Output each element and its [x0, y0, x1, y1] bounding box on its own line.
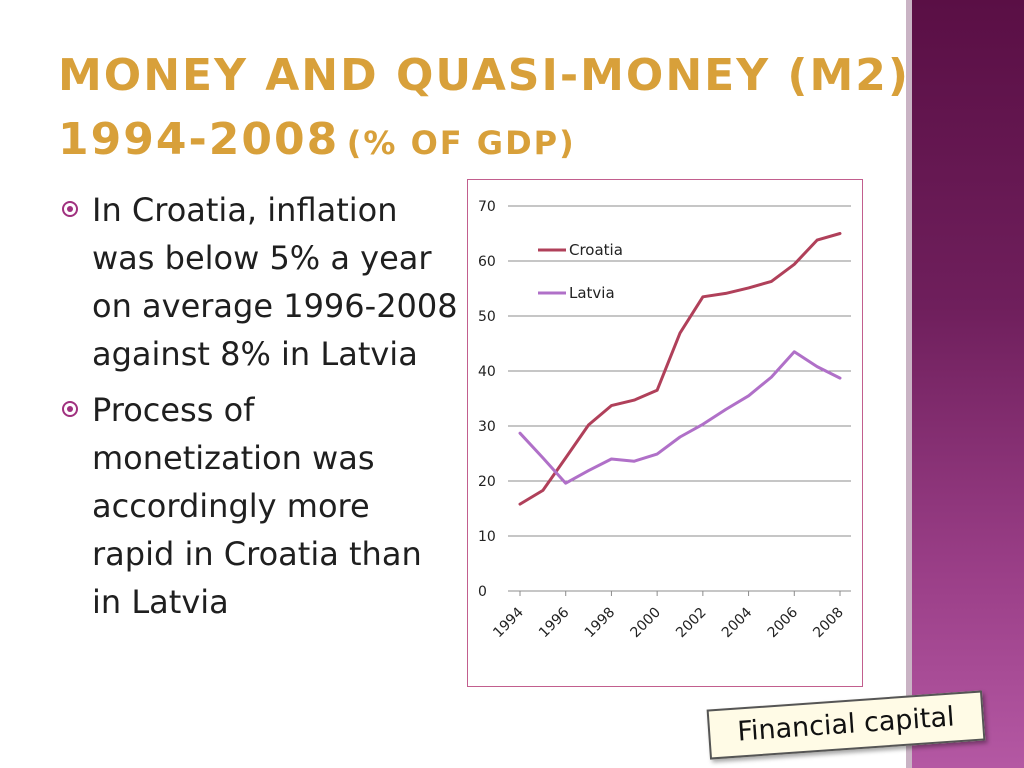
data-point-croatia: [793, 263, 796, 266]
slide-title: Money and quasi-money (M2) 1994-2008 (% …: [58, 44, 910, 181]
data-point-latvia: [655, 452, 659, 456]
data-point-croatia: [564, 456, 567, 460]
data-point-latvia: [518, 431, 522, 435]
x-tick-label: 1994: [490, 604, 527, 641]
y-tick-label: 20: [478, 474, 496, 490]
data-point-croatia: [655, 389, 659, 392]
data-point-latvia: [793, 350, 796, 353]
data-point-latvia: [564, 482, 567, 485]
circle-bullet-icon: [62, 401, 78, 417]
y-tick-label: 0: [478, 584, 487, 600]
side-decoration-bar: [912, 0, 1024, 768]
data-point-croatia: [633, 398, 636, 402]
data-point-croatia: [770, 280, 773, 283]
data-point-latvia: [838, 376, 842, 380]
data-point-croatia: [678, 331, 682, 335]
data-point-latvia: [815, 365, 819, 368]
y-tick-label: 50: [478, 309, 496, 325]
x-tick-label: 2000: [627, 605, 664, 642]
y-tick-label: 10: [478, 529, 496, 545]
bullet-item: Process of monetization was accordingly …: [60, 386, 460, 626]
title-unit: (% of GDP): [346, 124, 576, 162]
side-bar-edge: [906, 0, 912, 768]
data-point-latvia: [587, 469, 590, 472]
series-line-latvia: [518, 350, 842, 485]
x-tick-label: 2004: [719, 604, 756, 641]
x-tick-label: 2006: [765, 604, 802, 641]
data-point-croatia: [838, 232, 842, 235]
data-point-latvia: [701, 423, 705, 426]
series-line-croatia: [518, 232, 842, 506]
x-tick-label: 1998: [582, 605, 619, 642]
data-point-latvia: [678, 435, 682, 439]
data-point-croatia: [518, 502, 522, 506]
data-point-latvia: [770, 375, 773, 379]
data-point-croatia: [587, 423, 590, 427]
data-point-croatia: [610, 404, 613, 407]
data-point-latvia: [724, 408, 727, 411]
title-line-1: Money and quasi-money (M2): [58, 50, 910, 101]
data-point-croatia: [701, 295, 705, 298]
y-tick-label: 30: [478, 419, 496, 435]
title-line-2: 1994-2008: [58, 114, 340, 165]
x-tick-label: 1996: [536, 604, 573, 641]
legend-label: Croatia: [569, 241, 623, 259]
bullet-list: In Croatia, inflation was below 5% a yea…: [60, 186, 460, 626]
y-tick-label: 40: [478, 364, 496, 380]
x-tick-label: 2008: [810, 605, 847, 642]
data-point-latvia: [747, 394, 750, 397]
data-point-croatia: [747, 286, 750, 290]
legend-label: Latvia: [569, 284, 615, 302]
bullet-item: In Croatia, inflation was below 5% a yea…: [60, 186, 460, 378]
bullet-text: In Croatia, inflation was below 5% a yea…: [92, 191, 458, 373]
chart-frame: 0 10 20 30 40 50 60 70 1994 1996 1998 2000 2002 2004 2…: [467, 179, 863, 687]
bullet-text: Process of monetization was accordingly …: [92, 391, 422, 621]
data-point-croatia: [815, 238, 819, 242]
data-point-croatia: [724, 292, 727, 295]
data-point-latvia: [633, 460, 636, 463]
y-tick-label: 60: [478, 254, 496, 270]
data-point-latvia: [541, 456, 545, 460]
circle-bullet-icon: [62, 201, 78, 217]
x-tick-label: 2002: [673, 605, 710, 642]
data-point-latvia: [610, 457, 613, 461]
data-point-croatia: [541, 489, 545, 492]
y-tick-label: 70: [478, 199, 496, 215]
